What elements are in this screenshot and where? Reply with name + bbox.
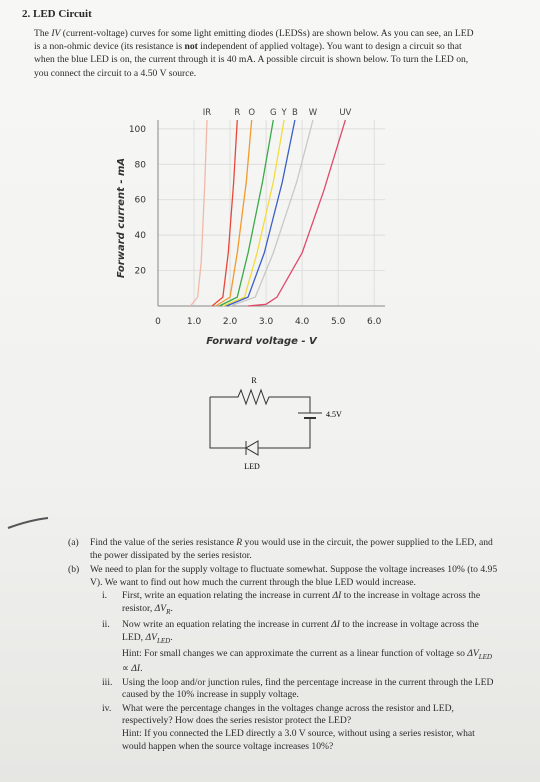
x-tick-label: 6.0 [367, 317, 382, 327]
series-label: B [292, 108, 298, 118]
iv-chart: 20 40 60 80 100 0 1.0 2.0 3.0 4.0 5.0 6.0 IR R O G Y B W UV… [116, 108, 385, 347]
wire [258, 418, 311, 449]
text-run: . [140, 663, 143, 675]
series-label: Y [281, 108, 288, 118]
item-label: ii. [102, 619, 110, 631]
series-label: G [270, 108, 277, 118]
text-run: . [170, 602, 173, 614]
series-label: UV [339, 108, 351, 118]
text-run: . [170, 632, 173, 644]
x-tick-label: 4.0 [295, 317, 310, 327]
y-tick-label: 20 [135, 267, 147, 277]
sub-question: ii. Now write an equation relating the in… [102, 619, 498, 675]
iv-curve [211, 119, 238, 307]
text-run: What were the percentage changes in the … [122, 702, 454, 727]
led-symbol [245, 440, 259, 456]
x-tick-label: 5.0 [331, 317, 346, 327]
hint: Hint: For small changes we can approxima… [122, 648, 498, 676]
hint: Hint: If you connected the LED directly … [122, 728, 498, 753]
questions: (a) Find the value of the series resistan… [68, 537, 498, 755]
pen-stroke [7, 517, 49, 529]
question-label: (b) [68, 564, 80, 576]
text-run: ∝ [122, 663, 132, 675]
text-run: ΔI [331, 619, 340, 631]
text-run: Find the value of the series resistance [90, 537, 237, 548]
text-run: to the increase in voltage across the LE… [122, 619, 479, 644]
text-run: Now write an equation relating the incre… [122, 619, 332, 631]
text-run: LED [478, 652, 492, 661]
iv-curve [189, 119, 208, 307]
x-tick-label: 0 [155, 317, 161, 327]
text-run: independent of applied voltage). You wan… [34, 41, 469, 79]
text-run: R [166, 607, 171, 616]
wire [209, 397, 246, 449]
y-tick-label: 40 [135, 231, 147, 241]
question: (a) Find the value of the series resistan… [68, 537, 498, 562]
item-label: iv. [102, 702, 112, 714]
text-run: ΔI [332, 590, 342, 602]
iv-curve [226, 119, 296, 307]
series-label: W [309, 108, 318, 118]
y-tick-label: 60 [135, 196, 147, 206]
text-run: IV [51, 28, 61, 39]
iv-curve [222, 119, 285, 307]
text-run: not [184, 41, 198, 53]
sub-question: iii. Using the loop and/or junction rules… [102, 677, 498, 702]
text-run: ΔV [154, 602, 167, 614]
iv-curve [248, 119, 346, 307]
text-run: Hint: If you connected the LED directly … [122, 728, 475, 752]
section-title: 2. LED Circuit [22, 8, 92, 20]
text-run: to the increase in voltage across the re… [122, 590, 481, 614]
text-run: you would use in the circuit, the power … [90, 537, 493, 561]
text-run: Hint: For small changes we can approxima… [122, 647, 468, 659]
x-axis-label: Forward voltage - V [206, 336, 318, 347]
series-label: R [234, 108, 240, 118]
text-run: (current-voltage) curves for some light … [34, 28, 474, 53]
y-tick-label: 80 [135, 160, 147, 170]
resistor-label: R [251, 376, 257, 385]
item-label: iii. [102, 676, 113, 688]
y-tick-label: 100 [129, 125, 146, 135]
source-label: 4.5V [326, 410, 342, 419]
x-tick-label: 2.0 [223, 317, 238, 327]
sub-question: i. First, write an equation relating the … [102, 590, 498, 618]
text-run: ΔV [145, 632, 157, 644]
y-axis-label: Forward current - mA [116, 158, 127, 278]
iv-curve [218, 119, 274, 307]
sub-question: iv. What were the percentage changes in t… [102, 703, 498, 753]
text-run: We need to plan for the supply voltage t… [90, 564, 498, 588]
series-label: IR [203, 108, 212, 118]
text-run: The [34, 28, 52, 39]
text-run: LED [156, 636, 171, 645]
question-label: (a) [68, 537, 79, 548]
led-label: LED [244, 462, 260, 471]
resistor-wire [210, 388, 311, 413]
text-run: ΔV [467, 647, 479, 659]
circuit-diagram: R 4.5V LED [209, 376, 342, 471]
text-run: ΔI [131, 663, 141, 675]
x-tick-label: 1.0 [187, 317, 202, 327]
item-label: i. [102, 590, 108, 602]
series-label: O [248, 108, 255, 118]
text-run: R [236, 537, 243, 548]
x-tick-label: 3.0 [259, 317, 274, 327]
question: (b) We need to plan for the supply voltag… [68, 564, 498, 753]
iv-curve [229, 119, 314, 307]
text-run: Using the loop and/or junction rules, fi… [122, 676, 494, 701]
text-run: First, write an equation relating the in… [122, 590, 333, 602]
iv-curve [215, 119, 253, 307]
intro-paragraph: The IV (current-voltage) curves for some… [34, 27, 474, 80]
